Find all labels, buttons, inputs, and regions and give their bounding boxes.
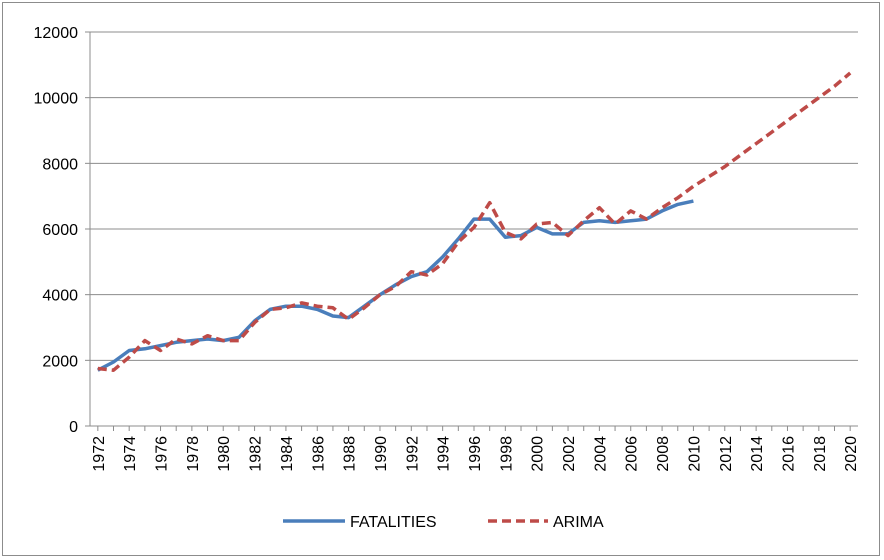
x-tick-label: 2002 [561,436,578,472]
legend-label-arima: ARIMA [553,514,604,531]
x-tick-label: 1982 [248,436,265,472]
y-tick-label: 8000 [42,156,78,173]
x-tick-label: 1998 [498,436,515,472]
x-tick-label: 2006 [624,436,641,472]
x-tick-label: 2004 [592,436,609,472]
series-line-fatalities [96,199,694,372]
y-tick-label: 4000 [42,288,78,305]
x-tick-label: 1986 [310,436,327,472]
series-lines [96,71,852,372]
y-tick-label: 2000 [42,353,78,370]
x-tick-label: 1980 [216,436,233,472]
x-tick-label: 2018 [812,436,829,472]
y-tick-label: 6000 [42,222,78,239]
x-tick-label: 1994 [436,436,453,472]
x-tick-label: 1978 [185,436,202,472]
x-tick-label: 1990 [373,436,390,472]
x-tick-label: 2008 [655,436,672,472]
x-tick-label: 1974 [122,436,139,472]
legend: FATALITIES ARIMA [283,514,604,531]
gridlines [90,31,858,361]
y-tick-label: 0 [69,419,78,436]
x-tick-label: 2000 [530,436,547,472]
x-tick-label: 2012 [718,436,735,472]
x-tick-label: 1996 [467,436,484,472]
x-tick-label: 2020 [843,436,860,472]
x-tick-label: 1972 [91,436,108,472]
x-tick-label: 2010 [686,436,703,472]
x-tick-label: 1984 [279,436,296,472]
x-axis-ticks: 1972 1974 1976 1978 1980 1982 1984 1986 1988 1990… [91,426,860,472]
x-tick-label: 1992 [404,436,421,472]
x-tick-label: 1988 [342,436,359,472]
x-tick-label: 2014 [749,436,766,472]
legend-label-fatalities: FATALITIES [350,514,437,531]
y-tick-label: 10000 [34,91,79,108]
y-axis-ticks: 0 2000 4000 6000 8000 10000 12000 [34,25,90,436]
x-tick-label: 1976 [154,436,171,472]
x-tick-label: 2016 [780,436,797,472]
y-tick-label: 12000 [34,25,79,42]
